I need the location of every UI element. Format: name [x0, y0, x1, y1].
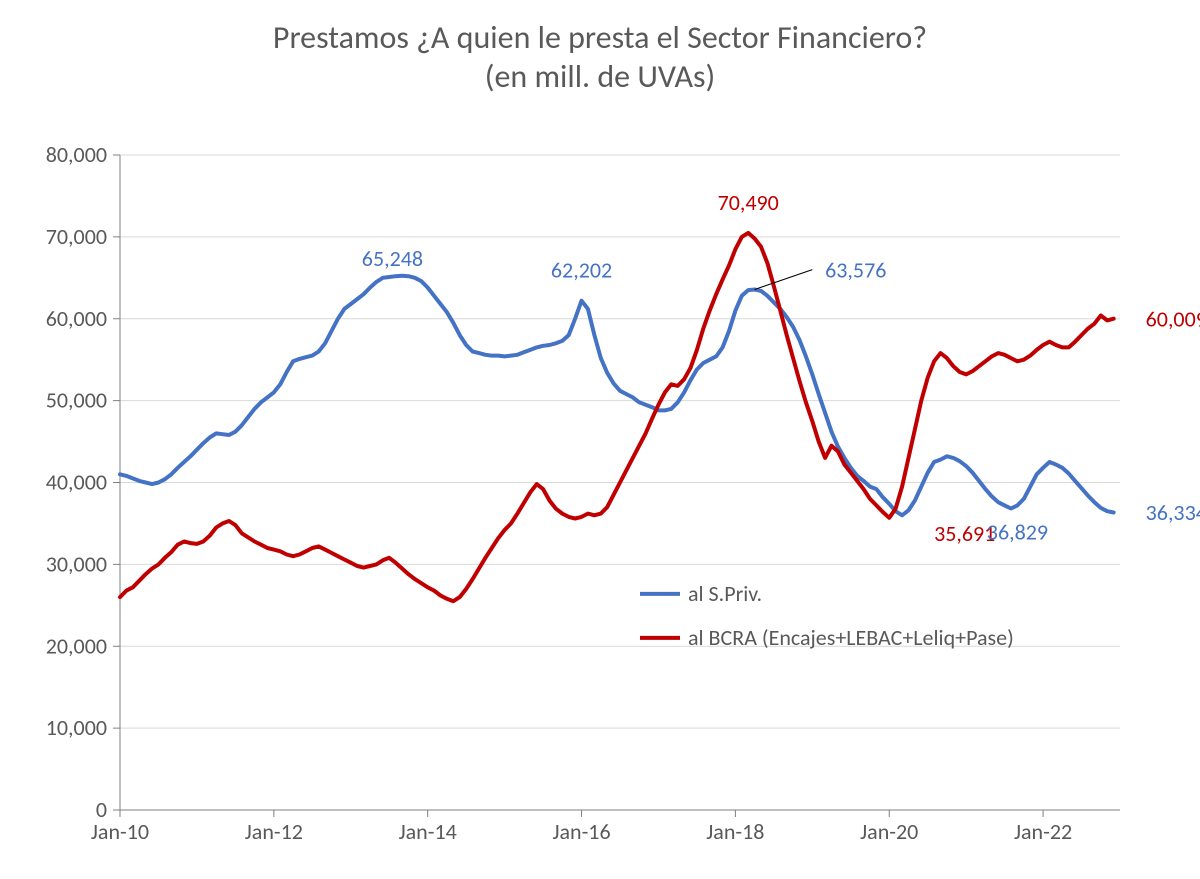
- x-tick-label: Jan-18: [706, 818, 764, 845]
- chart-svg: 010,00020,00030,00040,00050,00060,00070,…: [0, 0, 1200, 879]
- data-label: 70,490: [718, 189, 779, 216]
- chart-title-line2: (en mill. de UVAs): [0, 57, 1200, 96]
- data-label: 63,576: [825, 256, 886, 283]
- data-label: 65,248: [362, 245, 423, 272]
- y-tick-label: 40,000: [46, 469, 107, 496]
- x-tick-label: Jan-16: [552, 818, 610, 845]
- legend-label: al BCRA (Encajes+LEBAC+Leliq+Pase): [688, 624, 1014, 651]
- chart-container: Prestamos ¿A quien le presta el Sector F…: [0, 0, 1200, 879]
- data-label: 36,829: [987, 518, 1048, 545]
- y-tick-label: 10,000: [46, 714, 107, 741]
- data-label: 60,009: [1146, 305, 1200, 332]
- y-tick-label: 60,000: [46, 305, 107, 332]
- y-tick-label: 80,000: [46, 141, 107, 168]
- data-label: 62,202: [551, 256, 612, 283]
- x-tick-label: Jan-14: [399, 818, 457, 845]
- y-tick-label: 50,000: [46, 387, 107, 414]
- series-line: [120, 276, 1114, 516]
- legend-label: al S.Priv.: [688, 580, 762, 607]
- x-tick-label: Jan-20: [860, 818, 918, 845]
- y-tick-label: 20,000: [46, 632, 107, 659]
- x-tick-label: Jan-12: [245, 818, 303, 845]
- x-tick-label: Jan-22: [1014, 818, 1072, 845]
- y-tick-label: 30,000: [46, 550, 107, 577]
- chart-title-line1: Prestamos ¿A quien le presta el Sector F…: [0, 18, 1200, 57]
- data-label: 36,334: [1146, 499, 1200, 526]
- x-tick-label: Jan-10: [91, 818, 149, 845]
- leader-line: [755, 270, 813, 290]
- chart-title: Prestamos ¿A quien le presta el Sector F…: [0, 18, 1200, 96]
- y-tick-label: 70,000: [46, 223, 107, 250]
